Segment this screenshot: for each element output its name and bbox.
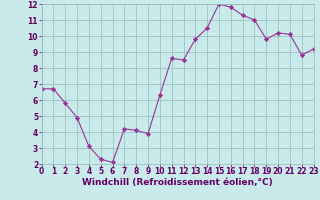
X-axis label: Windchill (Refroidissement éolien,°C): Windchill (Refroidissement éolien,°C) <box>82 178 273 187</box>
